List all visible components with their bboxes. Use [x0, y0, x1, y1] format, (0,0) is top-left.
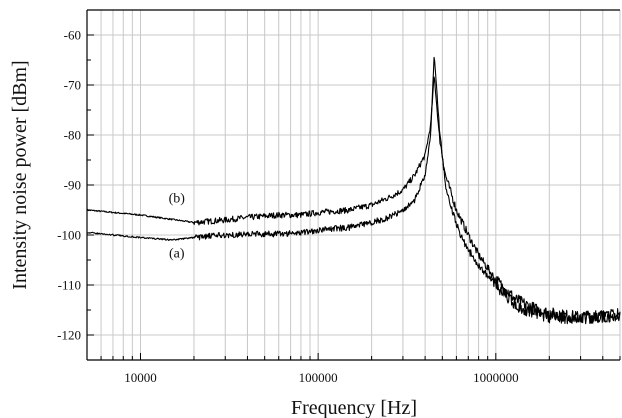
x-axis-title: Frequency [Hz]: [291, 397, 417, 418]
y-axis-title: Intensity noise power [dBm]: [9, 60, 31, 289]
curve-label-a: (a): [169, 247, 185, 262]
y-tick-label: -80: [64, 128, 81, 143]
curve-label-b: (b): [169, 192, 186, 207]
y-tick-label: -100: [57, 228, 81, 243]
y-tick-label: -90: [64, 178, 81, 193]
x-tick-label: 100000: [299, 370, 338, 385]
grid: [86, 10, 621, 360]
y-tick-label: -70: [64, 78, 81, 93]
x-tick-label: 10000: [124, 370, 157, 385]
series-line-b: [86, 76, 621, 325]
y-tick-label: -110: [58, 278, 81, 293]
y-tick-label: -120: [57, 328, 81, 343]
x-tick-label: 1000000: [473, 370, 519, 385]
series-line-a: [86, 56, 621, 325]
series-group: [86, 56, 621, 325]
annotations: (b) (a): [169, 192, 186, 262]
ticks: 10000 100000 1000000 -60 -70 -80 -90 -100 -110 -1…: [57, 9, 621, 385]
y-tick-label: -60: [64, 28, 81, 43]
